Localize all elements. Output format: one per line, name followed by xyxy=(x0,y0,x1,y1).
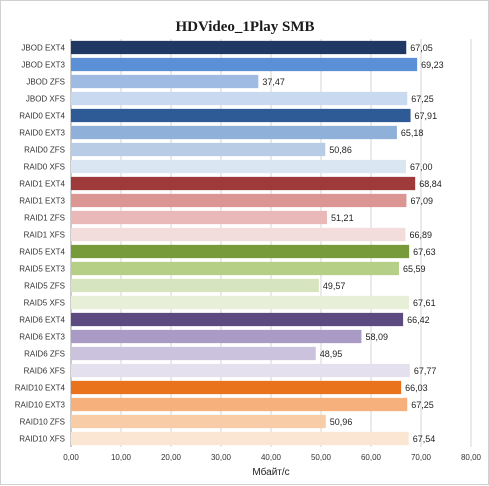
category-label: RAID5 ZFS xyxy=(24,282,65,291)
value-label: 67,54 xyxy=(413,434,436,444)
category-label: RAID0 ZFS xyxy=(24,146,65,155)
bar xyxy=(71,40,407,55)
bar xyxy=(71,125,397,140)
bar xyxy=(71,210,328,225)
category-label: RAID0 XFS xyxy=(24,163,65,172)
value-label: 67,00 xyxy=(410,162,433,172)
bar xyxy=(71,312,404,327)
category-label: RAID1 EXT3 xyxy=(19,197,65,206)
value-label: 50,86 xyxy=(329,145,352,155)
bar xyxy=(71,329,362,344)
x-tick-label: 30,00 xyxy=(211,453,232,462)
category-label: RAID6 ZFS xyxy=(24,350,65,359)
bars xyxy=(71,40,418,446)
chart-title: HDVideo_1Play SMB xyxy=(175,19,314,35)
x-tick-label: 0,00 xyxy=(63,453,79,462)
category-label: RAID5 XFS xyxy=(24,299,65,308)
x-tick-label: 80,00 xyxy=(461,453,482,462)
bar xyxy=(71,261,399,276)
bar xyxy=(71,57,418,72)
value-label: 37,47 xyxy=(262,77,285,87)
category-label: RAID1 XFS xyxy=(24,231,65,240)
category-label: RAID1 ZFS xyxy=(24,214,65,223)
value-label: 67,91 xyxy=(415,111,438,121)
bar xyxy=(71,159,406,174)
bar xyxy=(71,244,410,259)
x-tick-label: 50,00 xyxy=(311,453,332,462)
x-tick-label: 10,00 xyxy=(111,453,132,462)
category-label: JBOD XFS xyxy=(26,95,65,104)
category-label: RAID0 EXT4 xyxy=(19,112,65,121)
value-label: 48,95 xyxy=(320,349,343,359)
category-label: RAID0 EXT3 xyxy=(19,129,65,138)
category-label: JBOD EXT4 xyxy=(21,44,65,53)
value-label: 51,21 xyxy=(331,213,354,223)
x-tick-label: 70,00 xyxy=(411,453,432,462)
x-tick-label: 60,00 xyxy=(361,453,382,462)
category-label: RAID10 EXT3 xyxy=(15,401,66,410)
value-label: 68,84 xyxy=(419,179,442,189)
value-label: 67,63 xyxy=(413,247,436,257)
value-label: 49,57 xyxy=(323,281,346,291)
category-label: RAID6 EXT4 xyxy=(19,316,65,325)
value-label: 67,61 xyxy=(413,298,436,308)
category-label: JBOD EXT3 xyxy=(21,61,65,70)
x-axis-title: Мбайт/с xyxy=(252,466,289,478)
category-label: JBOD ZFS xyxy=(26,78,65,87)
category-label: RAID6 EXT3 xyxy=(19,333,65,342)
bar xyxy=(71,142,326,157)
category-label: RAID10 EXT4 xyxy=(15,384,66,393)
bar xyxy=(71,227,406,242)
value-label: 67,77 xyxy=(414,366,437,376)
grid-lines xyxy=(70,39,472,447)
bar xyxy=(71,346,316,361)
category-label: RAID5 EXT4 xyxy=(19,248,65,257)
bar xyxy=(71,363,410,378)
category-label: RAID1 EXT4 xyxy=(19,180,65,189)
value-label: 50,96 xyxy=(330,417,353,427)
category-label: RAID5 EXT3 xyxy=(19,265,65,274)
bar xyxy=(71,278,319,293)
bar xyxy=(71,397,408,412)
value-label: 66,89 xyxy=(409,230,432,240)
x-tick-label: 20,00 xyxy=(161,453,182,462)
bar xyxy=(71,414,326,429)
category-label: RAID10 XFS xyxy=(19,435,65,444)
category-label: RAID6 XFS xyxy=(24,367,65,376)
value-label: 65,18 xyxy=(401,128,424,138)
bar xyxy=(71,380,402,395)
x-tick-label: 40,00 xyxy=(261,453,282,462)
bar xyxy=(71,295,410,310)
bar xyxy=(71,176,416,191)
value-label: 66,42 xyxy=(407,315,430,325)
value-label: 67,09 xyxy=(410,196,433,206)
value-label: 65,59 xyxy=(403,264,426,274)
bar xyxy=(71,431,409,446)
category-labels: JBOD EXT4 JBOD EXT3 JBOD ZFS JBOD XFS RAID0 … xyxy=(15,44,66,444)
x-tick-labels: 0,00 10,00 20,00 30,00 40,00 50,00 60,00 70,00 8… xyxy=(63,453,481,462)
value-label: 58,09 xyxy=(365,332,388,342)
bar xyxy=(71,91,408,106)
bar xyxy=(71,74,259,89)
bar xyxy=(71,193,407,208)
value-label: 69,23 xyxy=(421,60,444,70)
category-label: RAID10 ZFS xyxy=(20,418,65,427)
value-label: 66,03 xyxy=(405,383,428,393)
value-label: 67,25 xyxy=(411,94,434,104)
value-label: 67,05 xyxy=(410,43,433,53)
bar xyxy=(71,108,411,123)
value-label: 67,25 xyxy=(411,400,434,410)
value-labels: 67,05 69,23 37,47 67,25 67,91 65,18 50,86 67,00… xyxy=(262,43,443,444)
